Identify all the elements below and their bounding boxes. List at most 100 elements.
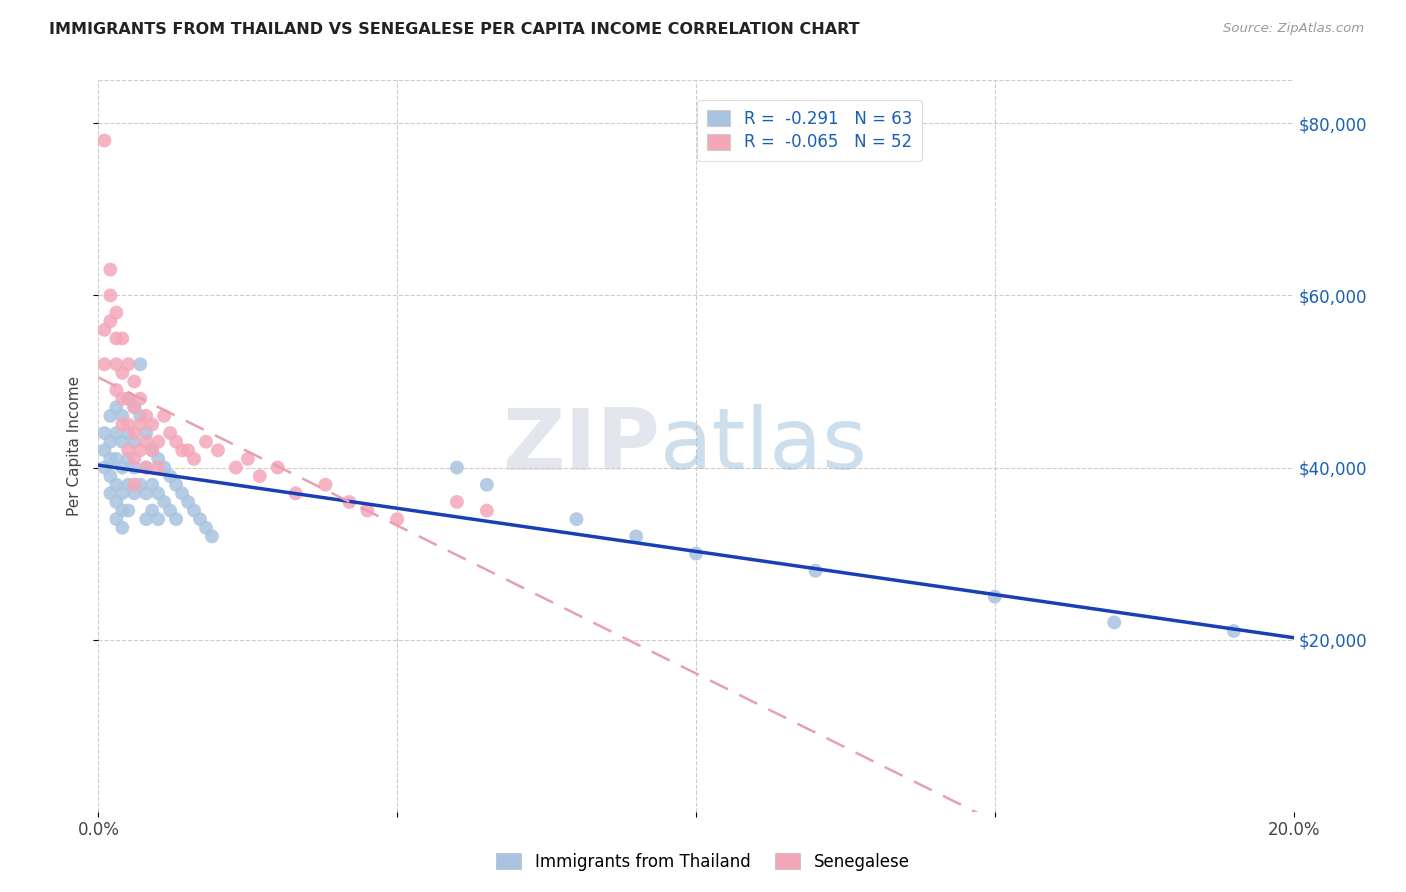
Point [129,417,152,432]
Point [105,512,128,526]
Point [105,357,128,371]
Point [183,451,205,466]
Legend: R =  -0.291   N = 63, R =  -0.065   N = 52: R = -0.291 N = 63, R = -0.065 N = 52 [697,100,922,161]
Point [111,409,134,423]
Point [124,401,146,415]
Point [111,521,134,535]
Point [135,512,157,526]
Point [475,503,498,517]
Point [105,383,128,397]
Point [111,331,134,345]
Point [284,486,307,500]
Point [117,477,139,491]
Point [124,451,146,466]
Point [117,426,139,441]
Point [111,417,134,432]
Point [129,477,152,491]
Point [129,409,152,423]
Point [117,443,139,458]
Point [141,443,163,458]
Point [105,495,128,509]
Point [446,495,468,509]
Point [1104,615,1126,630]
Point [984,590,1007,604]
Point [188,512,211,526]
Point [356,503,378,517]
Point [159,469,181,483]
Point [475,477,498,491]
Text: IMMIGRANTS FROM THAILAND VS SENEGALESE PER CAPITA INCOME CORRELATION CHART: IMMIGRANTS FROM THAILAND VS SENEGALESE P… [49,22,860,37]
Point [124,401,146,415]
Point [225,460,247,475]
Point [804,564,827,578]
Point [129,443,152,458]
Point [117,451,139,466]
Point [93,426,115,441]
Point [183,503,205,517]
Point [129,357,152,371]
Point [153,495,176,509]
Point [93,323,115,337]
Point [111,460,134,475]
Point [165,434,187,449]
Point [98,451,122,466]
Point [385,512,409,526]
Point [148,460,170,475]
Point [124,375,146,389]
Point [172,443,194,458]
Point [129,392,152,406]
Point [93,357,115,371]
Point [236,451,259,466]
Point [124,426,146,441]
Point [124,460,146,475]
Point [177,443,200,458]
Point [105,401,128,415]
Point [135,460,157,475]
Point [117,503,139,517]
Point [1223,624,1246,638]
Point [141,503,163,517]
Point [626,529,648,543]
Point [267,460,290,475]
Text: atlas: atlas [661,404,868,488]
Point [135,460,157,475]
Point [93,460,115,475]
Point [124,434,146,449]
Point [159,426,181,441]
Point [105,451,128,466]
Point [165,477,187,491]
Point [111,486,134,500]
Point [195,434,218,449]
Point [148,434,170,449]
Point [339,495,361,509]
Point [135,426,157,441]
Point [135,409,157,423]
Point [111,434,134,449]
Point [135,434,157,449]
Point [93,134,115,148]
Point [177,495,200,509]
Point [565,512,588,526]
Point [111,366,134,380]
Point [153,409,176,423]
Point [98,314,122,328]
Text: ZIP: ZIP [502,404,661,488]
Point [117,392,139,406]
Point [135,486,157,500]
Point [249,469,271,483]
Point [93,443,115,458]
Point [685,547,707,561]
Point [117,417,139,432]
Point [141,417,163,432]
Point [98,469,122,483]
Point [111,392,134,406]
Point [195,521,218,535]
Point [148,451,170,466]
Point [141,443,163,458]
Point [201,529,224,543]
Point [124,477,146,491]
Point [98,486,122,500]
Point [105,305,128,319]
Point [98,409,122,423]
Y-axis label: Per Capita Income: Per Capita Income [67,376,83,516]
